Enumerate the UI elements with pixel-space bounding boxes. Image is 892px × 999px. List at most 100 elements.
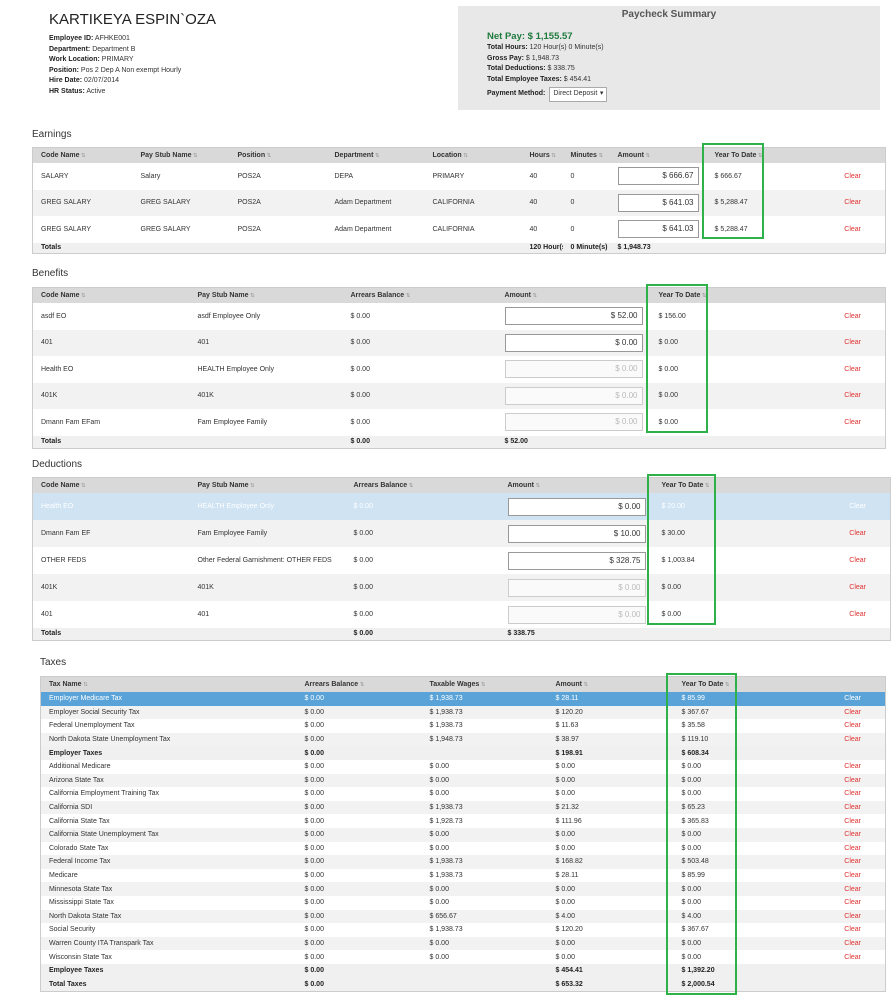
clear-link[interactable]: Clear (793, 732, 886, 747)
clear-link[interactable]: Clear (844, 763, 861, 771)
amount-input[interactable]: $ 0.00 (504, 333, 643, 352)
data-row[interactable]: Colorado State Tax $ 0.00 $ 0.00 $ 0.00 $ 0.… (41, 842, 886, 856)
clear-link[interactable]: Clear (844, 953, 861, 961)
data-row[interactable]: SALARY Salary POS2A DEPA PRIMARY 40 0 $ 666.67 $… (33, 163, 886, 190)
data-row[interactable]: Wisconsin State Tax $ 0.00 $ 0.00 $ 0.00 $ 0… (41, 950, 886, 964)
data-row[interactable]: California State Tax $ 0.00 $ 1,928.73 $ 11… (41, 814, 886, 828)
clear-link[interactable]: Clear (793, 882, 886, 896)
column-header[interactable]: Amount (499, 477, 654, 493)
data-row[interactable]: Arizona State Tax $ 0.00 $ 0.00 $ 0.00 $ 0.0… (40, 773, 886, 788)
column-header[interactable]: Amount (496, 287, 651, 303)
clear-link[interactable]: Clear (844, 926, 861, 934)
column-header[interactable]: Year To Date (673, 676, 794, 692)
data-row[interactable]: Federal Unemployment Tax $ 0.00 $ 1,938.73… (41, 719, 886, 733)
data-row[interactable]: Mississippi State Tax $ 0.00 $ 0.00 $ 0.00 $… (41, 896, 886, 910)
column-header[interactable]: Position (229, 147, 327, 163)
data-row[interactable]: Federal Income Tax $ 0.00 $ 1,938.73 $ 168.… (40, 855, 886, 869)
amount-input[interactable]: $ 328.75 (507, 551, 646, 570)
clear-link[interactable]: Clear (793, 773, 886, 788)
clear-link[interactable]: Clear (773, 520, 891, 547)
data-row[interactable]: California Employment Training Tax $ 0.00… (41, 787, 886, 801)
column-header[interactable]: Location (424, 147, 522, 163)
clear-link[interactable]: Clear (844, 722, 861, 730)
column-header[interactable]: Pay Stub Name (132, 147, 230, 163)
amount-input[interactable]: $ 666.67 (617, 167, 699, 186)
column-header[interactable]: Amount (547, 676, 674, 692)
data-row[interactable]: asdf EO asdf Employee Only $ 0.00 $ 52.00 $ … (33, 303, 886, 330)
clear-link[interactable]: Clear (844, 790, 861, 798)
column-header[interactable]: Tax Name (40, 676, 297, 692)
data-row[interactable]: Additional Medicare $ 0.00 $ 0.00 $ 0.00 $ 0… (41, 760, 886, 774)
column-header[interactable]: Arrears Balance (345, 477, 500, 493)
column-header[interactable]: Pay Stub Name (189, 477, 346, 493)
clear-link[interactable]: Clear (849, 611, 866, 618)
data-row[interactable]: 401K 401K $ 0.00 $ 0.00 $ 0.00 Clear (32, 382, 886, 409)
amount-input[interactable]: $ 52.00 (504, 307, 643, 326)
column-header[interactable]: Year To Date (650, 287, 771, 303)
data-row[interactable]: Health EO HEALTH Employee Only $ 0.00 $ 0.0… (33, 356, 886, 383)
data-row[interactable]: California SDI $ 0.00 $ 1,938.73 $ 21.32 $ 6… (40, 800, 886, 815)
clear-link[interactable]: Clear (793, 936, 886, 951)
column-header[interactable]: Code Name (32, 147, 133, 163)
cell: $ 0.00 (304, 844, 324, 852)
data-row[interactable]: California State Unemployment Tax $ 0.00 $… (40, 827, 886, 842)
column-header[interactable]: Amount (609, 147, 707, 163)
clear-link[interactable]: Clear (793, 800, 886, 815)
data-row[interactable]: North Dakota State Tax $ 0.00 $ 656.67 $ 4.… (40, 909, 886, 924)
data-row[interactable]: GREG SALARY GREG SALARY POS2A Adam Departme… (32, 189, 886, 216)
clear-link[interactable]: Clear (793, 705, 886, 720)
column-header[interactable]: Pay Stub Name (189, 287, 343, 303)
payment-method-select[interactable]: Direct Deposit (549, 87, 608, 102)
column-header[interactable]: Hours (521, 147, 563, 163)
clear-link[interactable]: Clear (844, 418, 861, 426)
clear-link[interactable]: Clear (793, 827, 886, 842)
data-row[interactable]: 401 401 $ 0.00 $ 0.00 $ 0.00 Clear (33, 601, 891, 628)
column-header[interactable]: Minutes (562, 147, 610, 163)
data-row[interactable]: Health EO HEALTH Employee Only $ 0.00 $ 0.0… (32, 493, 891, 520)
column-header[interactable]: Year To Date (653, 477, 774, 493)
column-header[interactable]: Taxable Wages (421, 676, 548, 692)
clear-link[interactable]: Clear (793, 692, 886, 706)
cell: $ 0.00 (429, 844, 449, 852)
cell: $ 0.00 (421, 827, 548, 842)
data-row[interactable]: Minnesota State Tax $ 0.00 $ 0.00 $ 0.00 $ 0… (40, 882, 886, 896)
clear-link[interactable]: Clear (844, 899, 861, 907)
data-row[interactable]: Dmann Fam EF Fam Employee Family $ 0.00 $ 1… (32, 520, 891, 547)
data-row[interactable]: Employer Social Security Tax $ 0.00 $ 1,93… (40, 705, 886, 720)
clear-link[interactable]: Clear (844, 312, 861, 320)
amount-input[interactable]: $ 0.00 (507, 497, 646, 516)
amount-input[interactable]: $ 641.03 (617, 220, 699, 239)
clear-link[interactable]: Clear (844, 225, 861, 233)
clear-link[interactable]: Clear (770, 329, 886, 356)
data-row[interactable]: 401 401 $ 0.00 $ 0.00 $ 0.00 Clear (32, 329, 886, 356)
column-header[interactable]: Code Name (32, 287, 190, 303)
amount-input[interactable]: $ 10.00 (507, 524, 646, 543)
column-header[interactable]: Department (326, 147, 425, 163)
clear-link[interactable]: Clear (773, 574, 891, 601)
data-row[interactable]: OTHER FEDS Other Federal Garnishment: OTH… (33, 547, 891, 574)
column-header[interactable]: Arrears Balance (342, 287, 497, 303)
data-row[interactable]: Medicare $ 0.00 $ 1,938.73 $ 28.11 $ 85.99 Cl… (41, 869, 886, 883)
column-header[interactable]: Arrears Balance (296, 676, 422, 692)
clear-link[interactable]: Clear (793, 909, 886, 924)
clear-link[interactable]: Clear (844, 172, 861, 180)
data-row[interactable]: Warren County ITA Transpark Tax $ 0.00 $ 0… (40, 936, 886, 951)
data-row[interactable]: Dmann Fam EFam Fam Employee Family $ 0.00 $… (33, 409, 886, 436)
amount-input[interactable]: $ 641.03 (617, 193, 699, 212)
data-row[interactable]: Social Security $ 0.00 $ 1,938.73 $ 120.20 $… (41, 923, 886, 937)
clear-link[interactable]: Clear (849, 557, 866, 564)
column-header[interactable]: Code Name (32, 477, 190, 493)
data-row[interactable]: 401K 401K $ 0.00 $ 0.00 $ 0.00 Clear (32, 574, 891, 601)
column-header[interactable]: Year To Date (706, 147, 804, 163)
clear-link[interactable]: Clear (803, 189, 886, 216)
clear-link[interactable]: Clear (844, 817, 861, 825)
clear-link[interactable]: Clear (844, 872, 861, 880)
clear-link[interactable]: Clear (844, 365, 861, 373)
data-row[interactable]: GREG SALARY GREG SALARY POS2A Adam Departme… (33, 216, 886, 243)
data-row[interactable]: Employer Medicare Tax $ 0.00 $ 1,938.73 $ 2… (40, 692, 886, 706)
data-row[interactable]: North Dakota State Unemployment Tax $ 0.0… (40, 732, 886, 747)
clear-link[interactable]: Clear (844, 844, 861, 852)
clear-link[interactable]: Clear (770, 382, 886, 409)
clear-link[interactable]: Clear (793, 855, 886, 869)
clear-link[interactable]: Clear (773, 493, 891, 520)
